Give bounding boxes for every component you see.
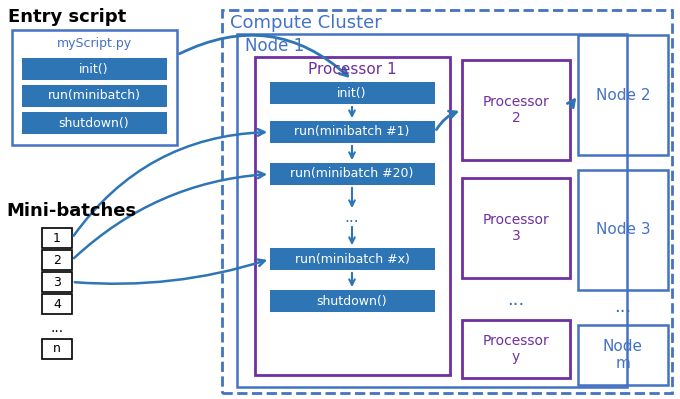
FancyArrowPatch shape <box>567 100 575 108</box>
Bar <box>42 294 72 314</box>
Text: shutdown(): shutdown() <box>317 294 388 308</box>
Text: ...: ... <box>507 291 525 309</box>
Text: run(minibatch): run(minibatch) <box>48 89 141 103</box>
Text: ...: ... <box>345 211 359 225</box>
FancyArrowPatch shape <box>180 35 347 76</box>
Bar <box>42 339 72 359</box>
Bar <box>270 121 435 143</box>
Text: shutdown(): shutdown() <box>58 117 129 130</box>
Bar <box>42 250 72 270</box>
Bar <box>270 163 435 185</box>
Bar <box>22 112 167 134</box>
FancyArrowPatch shape <box>74 172 265 258</box>
Text: 2: 2 <box>53 253 61 267</box>
Text: Processor
y: Processor y <box>483 334 549 364</box>
Bar <box>42 272 72 292</box>
Bar <box>222 10 672 393</box>
Text: 1: 1 <box>53 231 61 245</box>
Text: Processor
3: Processor 3 <box>483 213 549 243</box>
Bar <box>270 290 435 312</box>
Bar <box>22 58 167 80</box>
Bar <box>462 60 570 160</box>
Bar <box>270 248 435 270</box>
Bar <box>42 228 72 248</box>
FancyArrowPatch shape <box>73 129 265 236</box>
Text: Node 3: Node 3 <box>596 223 650 237</box>
Text: Mini-batches: Mini-batches <box>6 202 136 220</box>
Text: Node 2: Node 2 <box>596 87 650 103</box>
Bar <box>255 57 450 375</box>
Text: init(): init() <box>80 63 109 75</box>
Text: Compute Cluster: Compute Cluster <box>230 14 381 32</box>
Bar <box>462 178 570 278</box>
Text: run(minibatch #x): run(minibatch #x) <box>294 253 409 265</box>
Text: Node 1: Node 1 <box>245 37 304 55</box>
Bar <box>12 30 177 145</box>
Text: Node
m: Node m <box>603 339 643 371</box>
Bar <box>462 320 570 378</box>
Bar <box>270 82 435 104</box>
Text: Entry script: Entry script <box>8 8 126 26</box>
Bar <box>578 170 668 290</box>
Text: run(minibatch #1): run(minibatch #1) <box>294 126 409 138</box>
Text: Processor
2: Processor 2 <box>483 95 549 125</box>
FancyArrowPatch shape <box>437 111 456 130</box>
Text: 3: 3 <box>53 275 61 288</box>
Text: ...: ... <box>614 298 632 316</box>
Text: myScript.py: myScript.py <box>56 38 131 51</box>
Text: n: n <box>53 342 61 356</box>
Text: init(): init() <box>337 87 367 99</box>
Text: ...: ... <box>50 321 63 335</box>
FancyArrowPatch shape <box>75 259 265 284</box>
Bar <box>237 34 627 387</box>
Text: run(minibatch #20): run(minibatch #20) <box>290 168 413 180</box>
Bar <box>578 35 668 155</box>
Text: Processor 1: Processor 1 <box>307 62 396 77</box>
Bar <box>22 85 167 107</box>
Bar <box>578 325 668 385</box>
Text: 4: 4 <box>53 298 61 310</box>
